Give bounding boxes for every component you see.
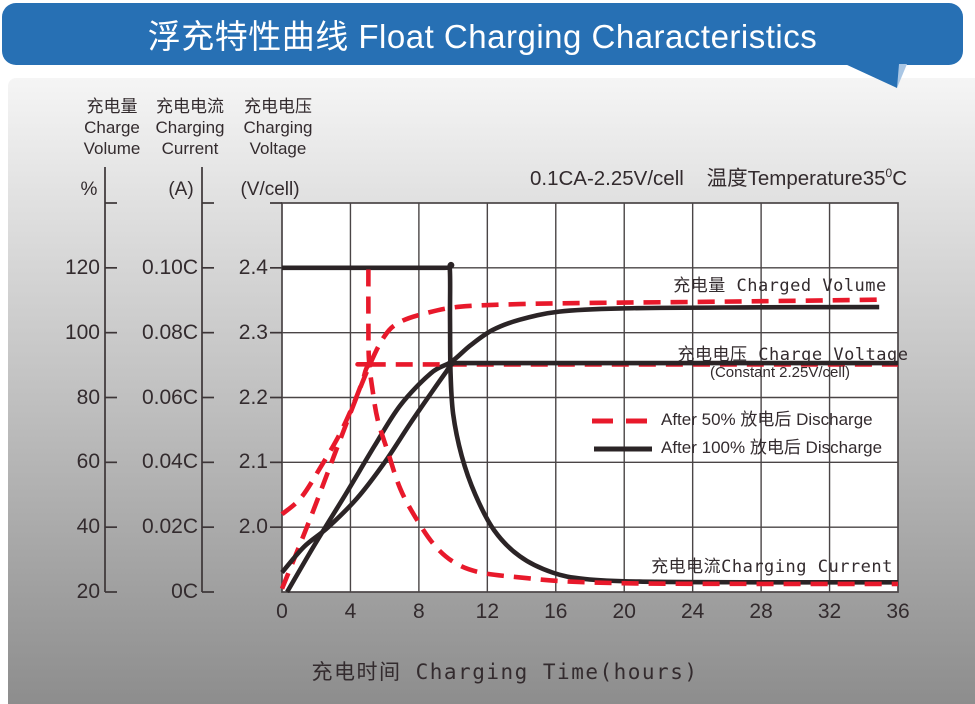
test-condition-annotation: 0.1CA-2.25V/cell 温度Temperature350C	[529, 166, 907, 190]
hours-tick-label: 4	[344, 600, 357, 623]
curve-charge-voltage-after-50-discharge	[280, 361, 898, 516]
title-banner: 浮充特性曲线 Float Charging Characteristics	[2, 3, 963, 65]
constant-voltage-note: (Constant 2.25V/cell)	[709, 364, 851, 381]
current-tick-label: 0C	[171, 580, 198, 603]
voltage-tick-label: 2.4	[238, 255, 268, 279]
percent-tick-label: 40	[76, 515, 100, 539]
volume-axis-header: 充电量 Charge Volume	[83, 97, 141, 158]
charging-current-curve-label: 充电电流Charging Current	[651, 557, 893, 577]
voltage-tick-label: 2.3	[238, 320, 268, 344]
percent-tick-label: 20	[76, 580, 100, 603]
x-axis-title: 充电时间 Charging Time(hours)	[311, 660, 699, 684]
charge-condition-text: 0.1CA-2.25V/cell	[529, 167, 684, 190]
hours-tick-label: 28	[749, 600, 773, 623]
volume-axis-unit: %	[80, 179, 98, 200]
hours-tick-label: 0	[276, 600, 288, 623]
current-tick-label: 0.04C	[141, 450, 198, 474]
voltage-tick-label: 2.2	[238, 385, 268, 409]
hours-tick-label: 8	[413, 600, 425, 623]
voltage-tick-label: 2.0	[238, 515, 268, 539]
legend-item-50-discharge: After 50% 放电后 Discharge	[661, 410, 873, 429]
hours-tick-label: 20	[612, 600, 636, 623]
curve-charging-current-after-100-discharge	[282, 261, 899, 585]
hours-tick-label: 32	[817, 600, 842, 623]
percent-tick-label: 120	[64, 255, 100, 279]
banner-tail-icon	[845, 64, 907, 88]
percent-tick-label: 80	[76, 385, 100, 409]
hours-tick-label: 24	[680, 600, 705, 623]
page-title: 浮充特性曲线 Float Charging Characteristics	[147, 18, 818, 55]
curve-charged-volume-after-50-discharge	[279, 297, 880, 590]
current-tick-label: 0.06C	[141, 385, 198, 409]
curve-charge-voltage-after-100-discharge	[280, 360, 898, 574]
charged-volume-curve-label: 充电量 Charged Volume	[673, 276, 887, 296]
hours-tick-label: 16	[544, 600, 568, 623]
voltage-axis-header: 充电电压 Charging Voltage	[243, 97, 313, 158]
voltage-tick-label: 2.1	[238, 450, 268, 474]
current-axis-header: 充电电流 Charging Current	[155, 97, 225, 158]
current-tick-label: 0.08C	[141, 320, 198, 344]
charge-voltage-curve-label: 充电电压 Charge Voltage	[677, 345, 909, 365]
curve-charged-volume-after-100-discharge	[285, 304, 880, 594]
hours-tick-label: 12	[475, 600, 499, 623]
current-tick-label: 0.10C	[141, 255, 198, 279]
voltage-axis-unit: (V/cell)	[240, 179, 300, 200]
temperature-text: 温度Temperature35	[706, 167, 886, 190]
hours-tick-label: 36	[886, 600, 910, 623]
current-tick-label: 0.02C	[141, 515, 198, 539]
current-axis-unit: (A)	[168, 179, 194, 200]
legend-item-100-discharge: After 100% 放电后 Discharge	[661, 438, 883, 457]
curve-charging-current-after-50-discharge	[366, 269, 898, 587]
percent-tick-label: 60	[76, 450, 100, 474]
percent-tick-label: 100	[64, 320, 100, 344]
